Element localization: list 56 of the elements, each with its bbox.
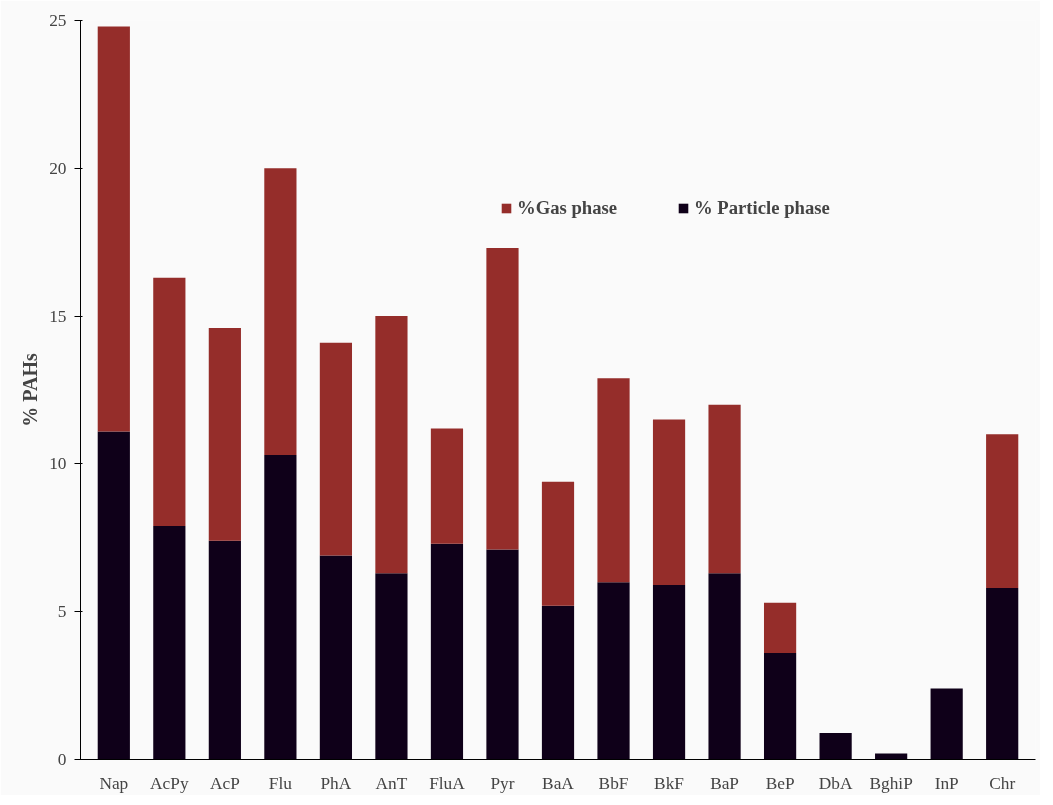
bar	[208, 327, 241, 541]
bar	[430, 543, 464, 760]
bar	[930, 688, 963, 760]
bar	[819, 732, 852, 760]
bar	[541, 481, 575, 606]
bar	[652, 419, 686, 586]
x-tick-label: Chr	[989, 773, 1016, 793]
bar	[597, 582, 630, 760]
x-tick-label: BeP	[765, 773, 795, 793]
y-tick-label: 0	[57, 750, 67, 769]
bar	[153, 525, 186, 760]
x-tick-label: Pyr	[490, 773, 515, 793]
x-tick-label: BkF	[654, 773, 685, 793]
bar	[264, 168, 297, 456]
bar	[763, 602, 797, 654]
y-tick-label: 15	[49, 306, 67, 326]
bar	[264, 455, 297, 760]
x-tick-label: AcPy	[150, 773, 189, 793]
y-axis-title: % PAHs	[19, 353, 42, 427]
x-tick-label: Flu	[268, 773, 293, 793]
bar	[986, 434, 1019, 589]
bar	[153, 277, 186, 526]
bar	[597, 378, 630, 583]
bar	[97, 431, 130, 760]
x-tick-label: AcP	[209, 773, 240, 793]
bar	[375, 573, 408, 760]
x-tick-label: PhA	[320, 773, 352, 793]
x-tick-label: Nap	[99, 773, 129, 793]
bar	[319, 342, 353, 556]
bar	[319, 555, 353, 760]
bar	[763, 653, 797, 760]
bar	[208, 540, 241, 760]
x-tick-label: FluA	[429, 773, 466, 793]
y-tick-label: 25	[49, 11, 67, 30]
y-tick-label: 10	[49, 454, 67, 474]
bar	[652, 585, 686, 760]
bar	[486, 549, 519, 760]
x-tick-label: DbA	[818, 773, 853, 793]
x-tick-label: BghiP	[869, 773, 913, 793]
x-tick-label: BbF	[598, 773, 629, 793]
y-tick-label: 5	[57, 602, 67, 622]
legend-label: %Gas phase	[517, 197, 618, 219]
x-tick-label: BaA	[542, 773, 575, 793]
bar	[986, 588, 1019, 760]
bar	[708, 404, 741, 574]
y-tick-label: 20	[49, 158, 67, 178]
bar	[375, 316, 408, 574]
x-tick-label: InP	[934, 773, 959, 793]
x-tick-label: BaP	[710, 773, 740, 793]
bar	[430, 428, 464, 544]
bar	[708, 573, 741, 760]
x-tick-label: AnT	[375, 773, 408, 793]
legend-label: % Particle phase	[694, 197, 830, 219]
bar	[486, 248, 519, 550]
bar	[541, 605, 575, 760]
bar	[97, 26, 130, 432]
